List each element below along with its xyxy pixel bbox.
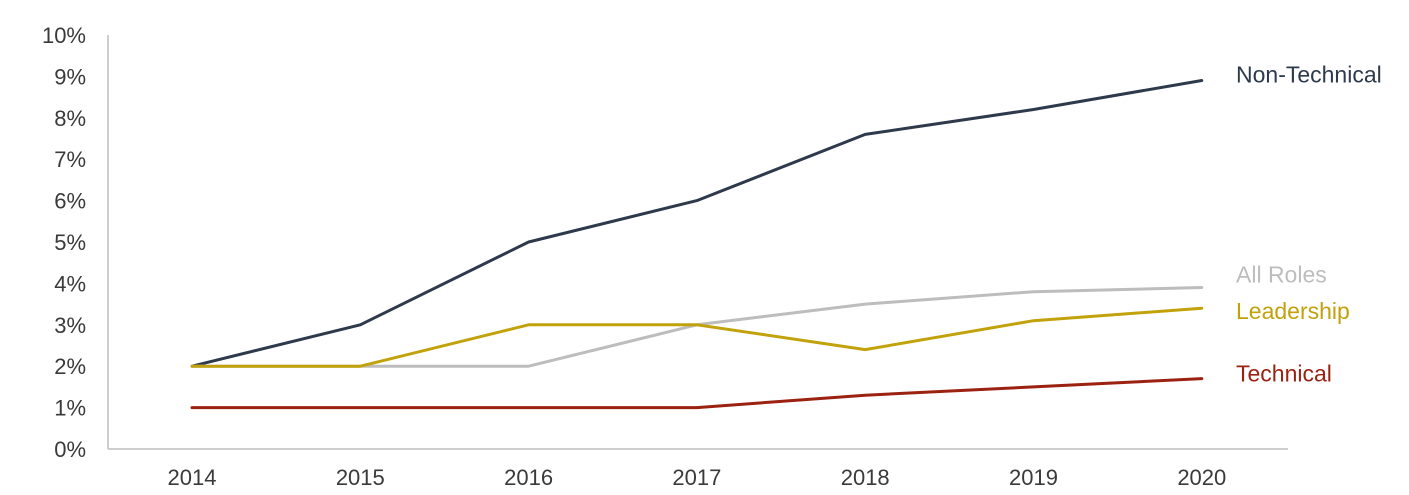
- y-tick-label: 10%: [42, 23, 86, 48]
- y-tick-label: 7%: [54, 147, 86, 172]
- series-labels: Non-Technical All Roles Leadership Technica…: [1236, 62, 1382, 387]
- series-label-non-technical: Non-Technical: [1236, 62, 1382, 88]
- x-tick-label: 2020: [1177, 465, 1226, 490]
- y-tick-label: 8%: [54, 106, 86, 131]
- y-tick-label: 4%: [54, 271, 86, 296]
- x-tick-label: 2018: [841, 465, 890, 490]
- series-line-leadership: [190, 306, 1204, 368]
- x-tick-label: 2016: [504, 465, 553, 490]
- x-tick-labels: 2014 2015 2016 2017 2018 2019 2020: [168, 465, 1227, 490]
- series-line-non-technical: [190, 79, 1204, 368]
- x-tick-label: 2014: [168, 465, 217, 490]
- y-tick-label: 5%: [54, 230, 86, 255]
- x-tick-label: 2019: [1009, 465, 1058, 490]
- axes: [107, 35, 1288, 450]
- series-lines: [190, 79, 1204, 410]
- y-tick-label: 9%: [54, 64, 86, 89]
- y-tick-label: 3%: [54, 313, 86, 338]
- x-tick-label: 2015: [336, 465, 385, 490]
- series-line-technical: [190, 377, 1204, 410]
- series-label-all-roles: All Roles: [1236, 262, 1327, 288]
- y-tick-labels: 0% 1% 2% 3% 4% 5% 6% 7% 8% 9% 10%: [42, 23, 86, 462]
- y-tick-label: 1%: [54, 396, 86, 421]
- x-tick-label: 2017: [672, 465, 721, 490]
- series-label-technical: Technical: [1236, 361, 1332, 387]
- y-tick-label: 2%: [54, 354, 86, 379]
- series-label-leadership: Leadership: [1236, 298, 1350, 324]
- series-line-all-roles: [190, 286, 1204, 368]
- y-tick-label: 0%: [54, 437, 86, 462]
- y-tick-label: 6%: [54, 189, 86, 214]
